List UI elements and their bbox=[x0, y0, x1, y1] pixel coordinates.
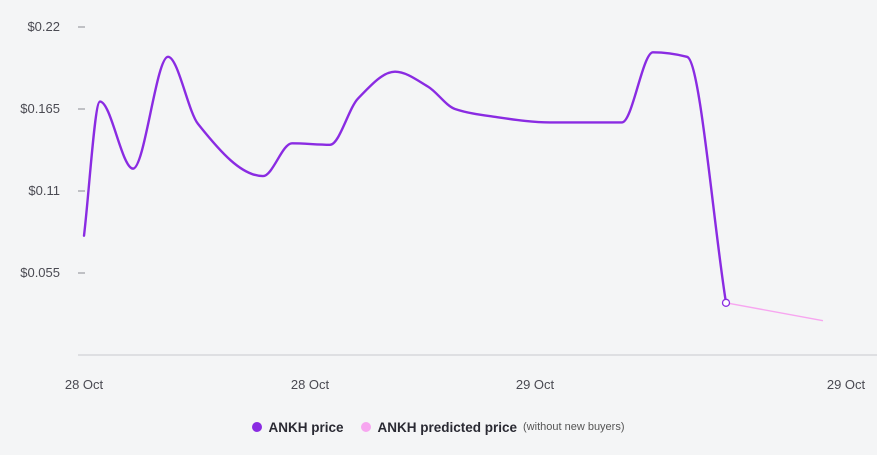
y-axis-ticks: $0.055 $0.11 $0.165 $0.22 bbox=[20, 19, 85, 280]
x-tick-label: 28 Oct bbox=[291, 377, 330, 392]
price-point bbox=[328, 143, 332, 147]
predicted-point bbox=[725, 301, 728, 304]
price-point bbox=[651, 50, 655, 54]
legend-label-predicted: ANKH predicted price bbox=[377, 419, 518, 435]
chart-legend: ANKH price ANKH predicted price (without… bbox=[0, 417, 877, 437]
price-point bbox=[131, 167, 135, 171]
y-tick-label: $0.22 bbox=[27, 19, 60, 34]
series-line-ankh-price bbox=[82, 51, 728, 305]
price-point bbox=[82, 234, 86, 238]
price-point bbox=[166, 55, 170, 59]
legend-item-ankh-predicted-price[interactable]: ANKH predicted price (without new buyers… bbox=[361, 419, 625, 435]
series-points bbox=[82, 50, 825, 322]
price-point bbox=[393, 70, 397, 74]
price-point bbox=[620, 120, 624, 124]
price-point bbox=[290, 141, 294, 145]
price-point bbox=[261, 174, 265, 178]
price-point bbox=[490, 114, 494, 118]
legend-item-ankh-price[interactable]: ANKH price bbox=[252, 420, 343, 435]
x-tick-label: 29 Oct bbox=[516, 377, 555, 392]
legend-dot-predicted-icon bbox=[361, 422, 372, 432]
x-axis-ticks: 28 Oct 28 Oct 29 Oct 29 Oct bbox=[65, 377, 866, 392]
price-point bbox=[548, 120, 552, 124]
legend-dot-price-icon bbox=[252, 422, 263, 432]
price-point bbox=[356, 97, 360, 101]
price-point bbox=[196, 122, 200, 126]
price-point bbox=[453, 107, 457, 111]
x-tick-label: 29 Oct bbox=[827, 377, 866, 392]
y-tick-label: $0.11 bbox=[28, 183, 60, 198]
x-tick-label: 28 Oct bbox=[65, 377, 104, 392]
legend-note-predicted: (without new buyers) bbox=[523, 421, 625, 433]
y-tick-label: $0.055 bbox=[20, 265, 60, 280]
price-point bbox=[685, 55, 689, 59]
price-point bbox=[98, 100, 102, 104]
predicted-point bbox=[822, 319, 825, 322]
series-line-ankh-predicted-price bbox=[725, 302, 824, 322]
price-end-point bbox=[721, 298, 731, 307]
price-point bbox=[426, 85, 430, 89]
y-tick-label: $0.165 bbox=[20, 101, 60, 116]
legend-label-price: ANKH price bbox=[268, 419, 344, 435]
